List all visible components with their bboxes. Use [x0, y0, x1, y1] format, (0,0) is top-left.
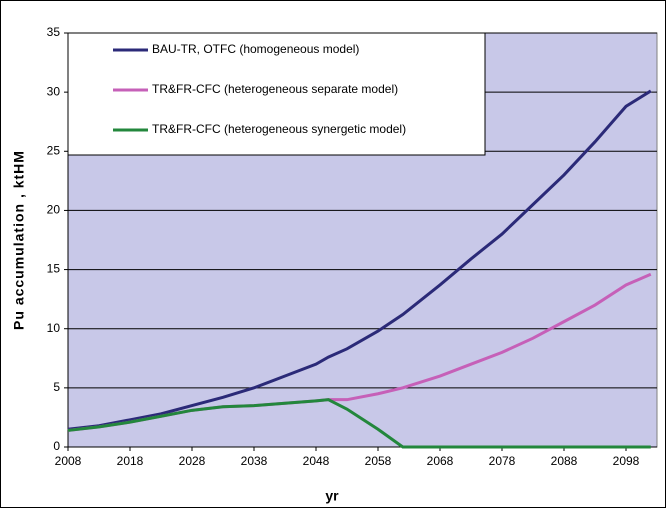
- x-tick-label: 2088: [551, 454, 578, 468]
- x-tick-label: 2018: [117, 454, 144, 468]
- x-tick-label: 2068: [427, 454, 454, 468]
- legend-label: BAU-TR, OTFC (homogeneous model): [152, 42, 359, 56]
- x-axis-label: yr: [325, 488, 339, 504]
- series-line: [67, 89, 652, 431]
- x-tick-label: 2048: [303, 454, 330, 468]
- legend-box: [67, 32, 486, 156]
- legend-label: TR&FR-CFC (heterogeneous separate model): [152, 82, 398, 96]
- y-tick-label: 30: [47, 84, 61, 98]
- x-tick-label: 2078: [489, 454, 516, 468]
- y-tick-label: 35: [47, 25, 61, 39]
- x-tick-label: 2098: [613, 454, 640, 468]
- x-tick-label: 2058: [365, 454, 392, 468]
- legend-label: TR&FR-CFC (heterogeneous synergetic mode…: [152, 122, 406, 136]
- x-tick-label: 2038: [241, 454, 268, 468]
- y-tick-label: 5: [53, 380, 60, 394]
- series-line: [67, 398, 651, 449]
- y-tick-label: 10: [47, 321, 61, 335]
- y-tick-label: 0: [53, 439, 60, 453]
- x-tick-label: 2008: [55, 454, 82, 468]
- y-tick-label: 15: [47, 262, 61, 276]
- y-tick-label: 25: [47, 143, 61, 157]
- y-tick-label: 20: [47, 203, 61, 217]
- y-axis-label: Pu accumulation , ktHM: [11, 150, 27, 330]
- x-tick-label: 2028: [179, 454, 206, 468]
